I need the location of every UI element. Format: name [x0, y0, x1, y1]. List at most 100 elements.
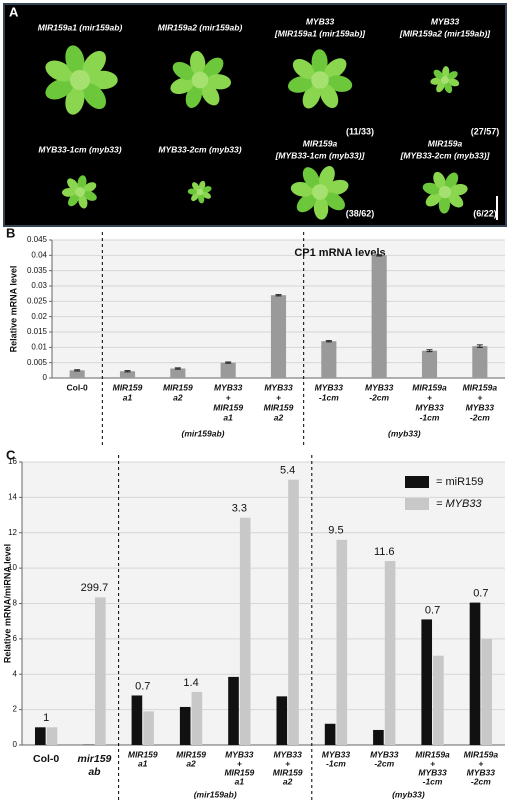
leaf	[288, 75, 314, 93]
legend-swatch	[405, 476, 429, 488]
x-tick-label: MYB33	[415, 402, 444, 412]
plant	[45, 45, 118, 115]
leaf	[185, 84, 203, 108]
x-tick-label: -2cm	[470, 412, 490, 422]
rosette-center	[75, 187, 85, 197]
group-label: (myb33)	[388, 428, 421, 438]
y-tick-label: 4	[13, 669, 18, 678]
leaf	[425, 192, 442, 207]
leaf	[206, 74, 232, 90]
ratio-label: 3.3	[232, 503, 247, 515]
leaf	[45, 60, 74, 82]
bar	[336, 539, 348, 745]
plant-label: [MYB33-2cm (myb33)]	[400, 150, 491, 160]
ratio-label: 0.7	[135, 680, 150, 692]
y-tick-label: 2	[13, 705, 18, 714]
bar	[373, 729, 384, 745]
leaf	[88, 70, 118, 90]
bar	[119, 371, 136, 378]
chart-title: CP1 mRNA levels	[294, 247, 385, 259]
ratio-label: 11.6	[374, 546, 395, 558]
x-tick-label: MYB33	[225, 749, 254, 759]
bar	[421, 350, 438, 378]
x-tick-label: +	[276, 392, 281, 402]
leaf	[191, 192, 199, 202]
bar	[239, 517, 251, 745]
error-bar	[325, 340, 332, 343]
bar	[481, 638, 493, 745]
bar	[220, 362, 236, 378]
x-tick-label: a1	[123, 392, 133, 402]
leaf	[82, 50, 107, 77]
y-tick-label: 0.045	[27, 235, 48, 244]
leaf	[449, 183, 468, 196]
bar	[143, 711, 154, 745]
x-tick-label: MIR159	[224, 767, 254, 777]
leaf	[445, 172, 459, 190]
leaf	[324, 192, 345, 211]
plant	[288, 49, 353, 109]
x-tick-label: +	[478, 758, 483, 768]
leaf	[203, 57, 224, 78]
plant-label: MIR159a1 (mir159ab)	[38, 22, 123, 32]
x-tick-label: MIR159	[213, 402, 243, 412]
x-tick-label: MYB33	[315, 382, 344, 392]
ratio-label: 5.4	[280, 465, 295, 477]
x-tick-label: -1cm	[423, 776, 443, 786]
bar	[191, 691, 203, 745]
y-axis-label: Relative mRNA/miRNA level	[2, 544, 12, 663]
x-tick-label: +	[427, 392, 432, 402]
y-tick-label: 0	[13, 740, 18, 749]
leaf	[433, 69, 444, 80]
leaf	[65, 85, 85, 115]
rosette-center	[196, 188, 204, 196]
leaf	[430, 77, 442, 85]
leaf	[78, 194, 88, 209]
leaf	[198, 193, 205, 204]
plant-label: MIR159a	[428, 138, 463, 148]
y-tick-label: 0.01	[31, 342, 47, 351]
y-tick-label: 0.04	[31, 250, 47, 259]
leaf	[438, 195, 450, 214]
leaf	[61, 187, 77, 197]
leaf	[190, 50, 206, 76]
leaf	[326, 75, 353, 92]
bar	[34, 727, 46, 745]
leaf	[447, 193, 464, 208]
bar	[421, 619, 433, 745]
plant	[430, 66, 460, 94]
x-tick-label: MYB33	[418, 767, 447, 777]
plant-label: MYB33-2cm (myb33)	[158, 144, 241, 154]
x-tick-label: MYB33	[322, 749, 351, 759]
x-tick-label: MIR159	[128, 749, 158, 759]
x-tick-label: MIR159	[176, 749, 206, 759]
y-tick-label: 10	[8, 563, 17, 572]
x-tick-label: MYB33	[370, 749, 399, 759]
bar	[69, 370, 85, 378]
x-tick-label: -2cm	[374, 758, 394, 768]
leaf	[302, 167, 320, 189]
x-tick-label: MIR159a	[415, 749, 450, 759]
bar	[131, 695, 143, 745]
leaf	[65, 45, 85, 75]
group-label: (mir159ab)	[182, 428, 225, 438]
panel-letter: A	[9, 4, 19, 19]
leaf	[311, 49, 328, 75]
legend-swatch	[405, 498, 429, 510]
ratio-label: 1	[43, 712, 49, 724]
bar	[472, 346, 488, 378]
ratio-label: (11/33)	[346, 126, 374, 136]
leaf	[198, 180, 206, 191]
legend-label: = miR159	[436, 476, 483, 488]
x-tick-label: MYB33	[466, 402, 495, 412]
bar	[270, 295, 287, 378]
plant-label: MYB33-1cm (myb33)	[38, 144, 121, 154]
leaf	[77, 175, 87, 190]
panel-letter: B	[6, 225, 15, 240]
y-tick-label: 0.025	[27, 296, 48, 305]
leaf	[67, 178, 79, 191]
x-tick-label: MYB33	[273, 749, 302, 759]
y-tick-label: 12	[8, 528, 17, 537]
ratio-label: 0.7	[425, 604, 440, 616]
x-tick-label: a2	[274, 412, 284, 422]
